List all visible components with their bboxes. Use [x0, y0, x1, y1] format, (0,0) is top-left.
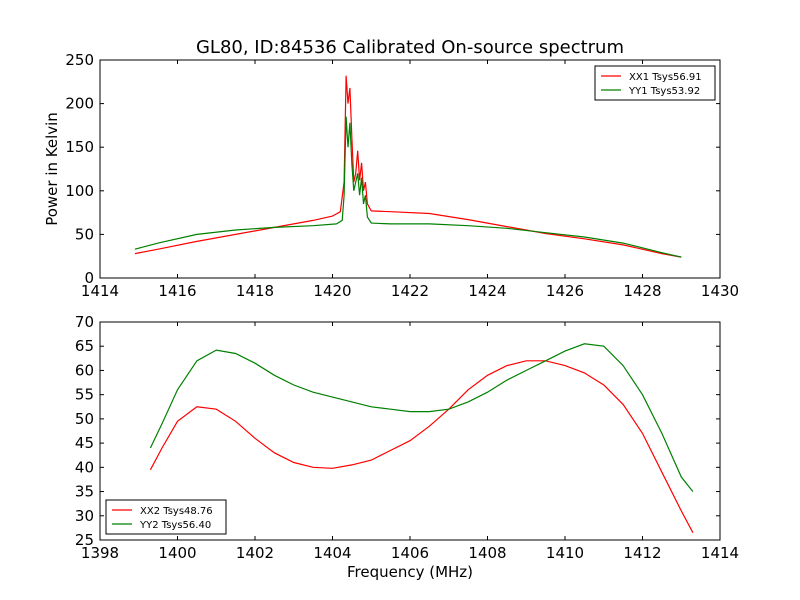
y-tick-label: 30 [75, 507, 94, 525]
x-axis-label: Frequency (MHz) [347, 563, 473, 581]
y-tick-label: 35 [75, 483, 94, 501]
y-tick-label: 100 [65, 182, 94, 200]
x-tick-label: 1404 [313, 544, 351, 562]
bottom-panel: 1398 1400 1402 1404 1406 1408 1410 1412 1414 25 30… [75, 313, 739, 562]
x-tick-label: 1406 [391, 544, 429, 562]
x-tick-label: 1420 [313, 282, 351, 300]
legend-box [594, 65, 716, 101]
x-tick-label: 1422 [391, 282, 429, 300]
x-tick-label: 1412 [623, 544, 661, 562]
x-tick-label: 1424 [468, 282, 506, 300]
series-line-xx1 [134, 75, 682, 258]
x-tick-label: 1402 [236, 544, 274, 562]
y-tick-label: 50 [75, 410, 94, 428]
x-tick-label: 1416 [158, 282, 196, 300]
series-line-yy1 [134, 116, 682, 258]
x-tick-label: 1418 [236, 282, 274, 300]
legend-label: XX1 Tsys56.91 [629, 72, 702, 83]
legend-label: YY2 Tsys56.40 [139, 520, 211, 531]
x-tick-label: 1408 [468, 544, 506, 562]
y-tick-label: 60 [75, 361, 94, 379]
legend-label: XX2 Tsys48.76 [140, 506, 213, 517]
y-tick-label: 45 [75, 434, 94, 452]
legend-label: YY1 Tsys53.92 [628, 86, 700, 97]
y-tick-label: 0 [84, 269, 94, 287]
top-y-axis-label: Power in Kelvin [43, 112, 61, 226]
legend-box [105, 499, 227, 535]
series-line-xx2 [149, 360, 694, 533]
x-tick-label: 1428 [623, 282, 661, 300]
top-panel: Power in Kelvin 1414 1416 1418 1420 1422 1424… [43, 51, 739, 300]
y-tick-label: 70 [75, 313, 94, 331]
y-tick-label: 25 [75, 531, 94, 549]
y-tick-label: 50 [75, 225, 94, 243]
x-tick-label: 1430 [701, 282, 739, 300]
legend: XX2 Tsys48.76 YY2 Tsys56.40 [105, 499, 227, 535]
legend: XX1 Tsys56.91 YY1 Tsys53.92 [594, 65, 716, 101]
y-tick-label: 40 [75, 458, 94, 476]
x-tick-label: 1398 [81, 544, 119, 562]
x-tick-label: 1400 [158, 544, 196, 562]
chart-title: GL80, ID:84536 Calibrated On-source spec… [196, 37, 624, 58]
y-tick-label: 55 [75, 386, 94, 404]
y-tick-label: 65 [75, 337, 94, 355]
y-tick-label: 150 [65, 138, 94, 156]
x-tick-label: 1414 [81, 282, 119, 300]
series-line-yy2 [149, 343, 694, 492]
y-tick-label: 250 [65, 51, 94, 69]
x-tick-label: 1414 [701, 544, 739, 562]
x-tick-label: 1426 [546, 282, 584, 300]
y-tick-label: 200 [65, 95, 94, 113]
x-tick-label: 1410 [546, 544, 584, 562]
